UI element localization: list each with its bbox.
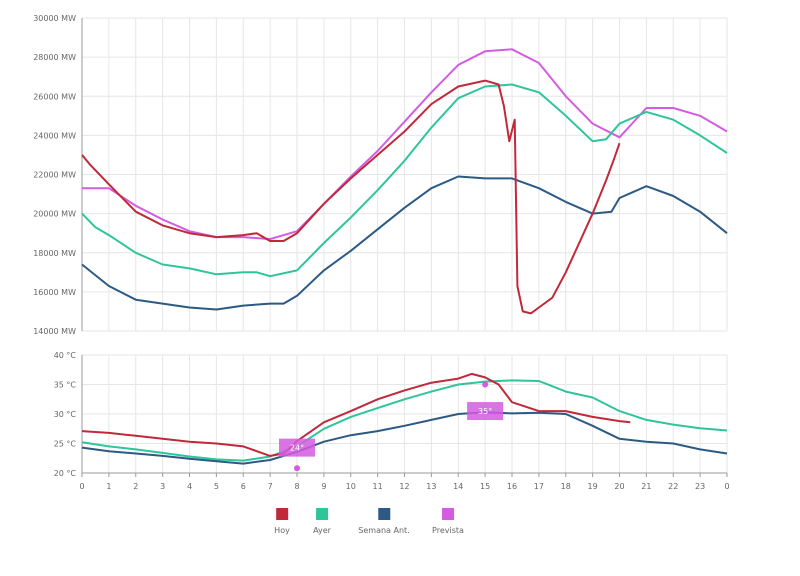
prevista-temp-box <box>467 402 504 421</box>
temp-series-semana-ant <box>81 411 728 465</box>
x-tick-label: 10 <box>346 482 356 491</box>
demand-series-prevista <box>82 48 728 241</box>
legend-label: Semana Ant. <box>358 526 410 535</box>
x-tick-label: 20 <box>614 482 624 491</box>
x-tick-label: 19 <box>588 482 598 491</box>
y-tick-label-demand: 28000 MW <box>33 53 76 62</box>
legend-swatch <box>441 508 454 520</box>
legend-label: Hoy <box>274 526 290 535</box>
demand-series-semana-ant <box>81 175 728 311</box>
x-tick-label: 5 <box>214 482 219 491</box>
x-tick-label: 1 <box>106 482 111 491</box>
x-tick-label: 16 <box>507 482 517 491</box>
y-tick-label-temp: 25 °C <box>54 440 77 449</box>
y-tick-label-temp: 40 °C <box>54 351 77 360</box>
legend-item-semana-ant[interactable]: Semana Ant. <box>358 508 410 535</box>
x-tick-label: 3 <box>160 482 165 491</box>
prevista-temp-dot <box>294 465 300 472</box>
y-tick-label-demand: 24000 MW <box>33 131 76 140</box>
legend-item-hoy[interactable]: Hoy <box>274 508 290 535</box>
prevista-temp-label: 35° <box>478 407 492 416</box>
x-tick-label: 11 <box>373 482 383 491</box>
legend-item-ayer[interactable]: Ayer <box>313 508 331 535</box>
x-tick-label: 22 <box>668 482 678 491</box>
legend-item-prevista[interactable]: Prevista <box>432 508 464 535</box>
y-tick-label-temp: 35 °C <box>54 381 77 390</box>
x-tick-label: 0 <box>724 482 729 491</box>
x-tick-label: 0 <box>79 482 84 491</box>
x-tick-label: 6 <box>241 482 246 491</box>
legend-label: Ayer <box>313 526 331 535</box>
x-tick-label: 9 <box>321 482 326 491</box>
y-tick-label-demand: 30000 MW <box>33 14 76 23</box>
y-tick-label-demand: 16000 MW <box>33 288 76 297</box>
x-tick-label: 17 <box>534 482 544 491</box>
y-tick-label-demand: 20000 MW <box>33 210 76 219</box>
x-tick-label: 21 <box>641 482 651 491</box>
y-tick-label-demand: 18000 MW <box>33 249 76 258</box>
x-tick-label: 18 <box>561 482 571 491</box>
demand-series-ayer <box>81 83 728 278</box>
x-tick-label: 14 <box>453 482 463 491</box>
y-tick-label-demand: 22000 MW <box>33 171 76 180</box>
prevista-temp-dot <box>482 381 489 388</box>
y-tick-label-temp: 30 °C <box>54 410 77 419</box>
y-tick-label-demand: 26000 MW <box>33 92 76 101</box>
legend-swatch <box>378 508 390 520</box>
legend-swatch <box>276 508 288 520</box>
x-tick-label: 8 <box>294 482 299 491</box>
legend-swatch <box>316 508 328 520</box>
chart-legend: Hoy Ayer Semana Ant. Prevista <box>260 508 500 538</box>
temp-series-hoy <box>81 372 631 457</box>
x-tick-label: 13 <box>426 482 436 491</box>
prevista-temp-label: 24° <box>290 444 304 453</box>
x-tick-label: 23 <box>695 482 705 491</box>
x-tick-label: 15 <box>480 482 490 491</box>
demand-series-hoy <box>81 79 621 315</box>
x-tick-label: 2 <box>133 482 138 491</box>
temp-series-ayer <box>81 379 728 462</box>
y-tick-label-demand: 14000 MW <box>33 327 76 336</box>
y-tick-label-temp: 20 °C <box>54 469 77 478</box>
prevista-temp-box <box>279 438 315 457</box>
x-tick-label: 7 <box>268 482 273 491</box>
legend-label: Prevista <box>432 526 464 535</box>
x-tick-label: 4 <box>187 482 192 491</box>
x-tick-label: 12 <box>399 482 409 491</box>
